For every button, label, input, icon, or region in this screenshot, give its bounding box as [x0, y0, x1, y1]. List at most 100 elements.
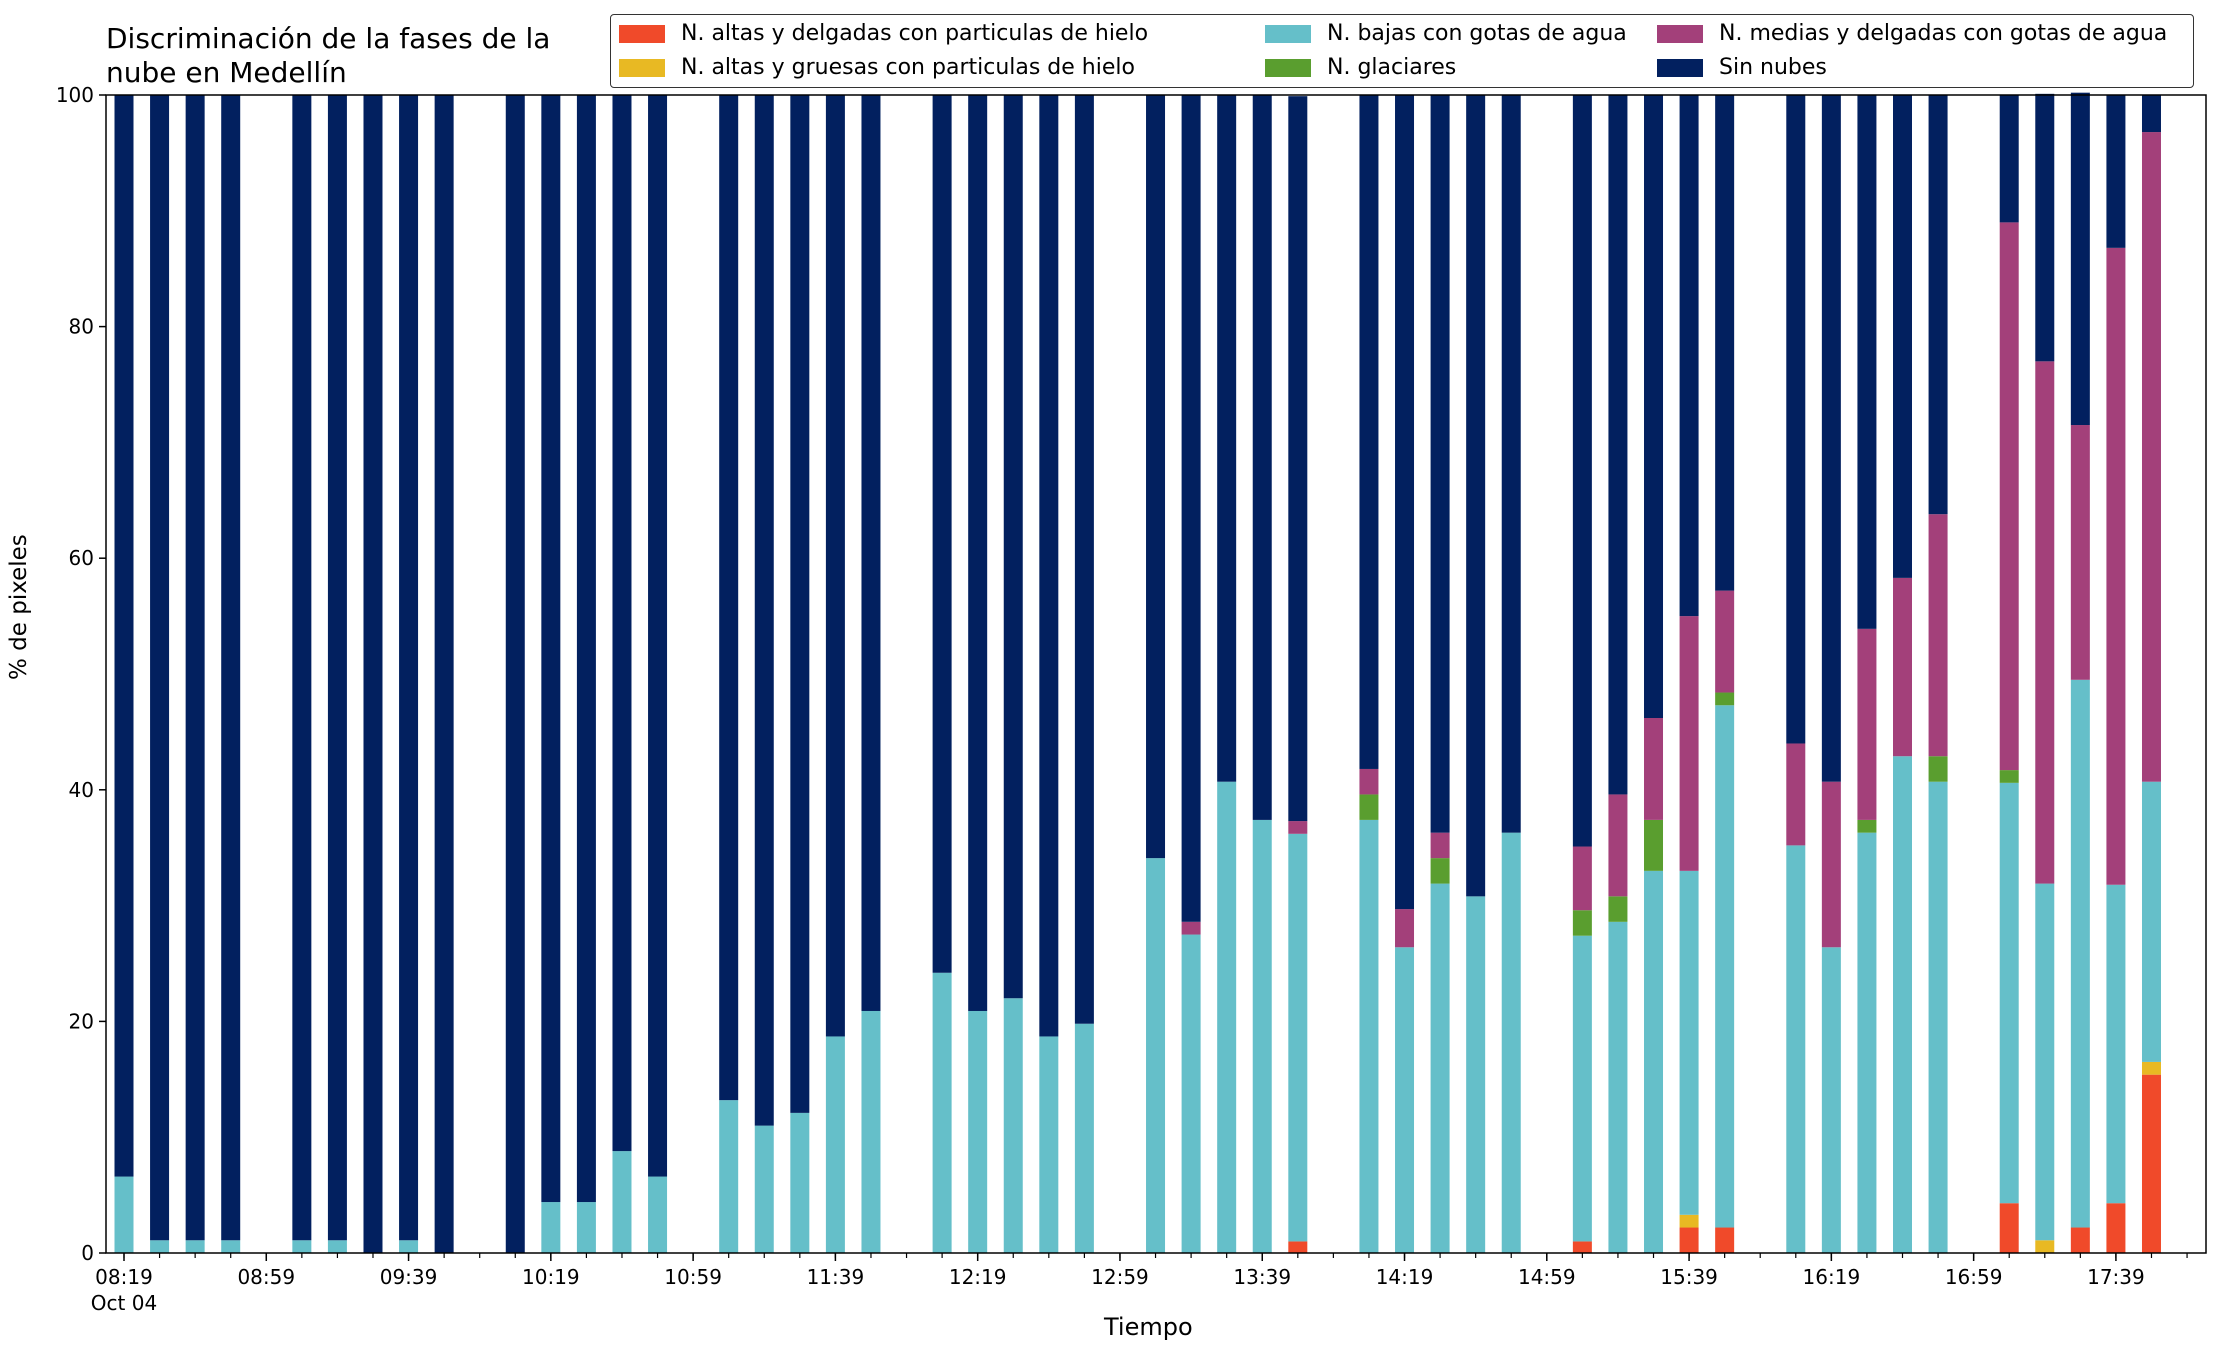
bar-segment [576, 95, 596, 1203]
bar-segment [1181, 921, 1201, 935]
bar-segment [2141, 132, 2161, 782]
bar-segment [1430, 883, 1450, 1253]
bar-segment [1288, 833, 1308, 1242]
bar-segment [1857, 819, 1877, 833]
x-tick-label: 14:59 [1518, 1265, 1576, 1289]
bar-segment [1999, 95, 2019, 223]
y-tick-label: 0 [81, 1241, 94, 1265]
bar-segment [754, 95, 774, 1126]
bar-segment [1928, 514, 1948, 757]
bar-segment [1252, 95, 1272, 820]
legend-swatch-altas-gruesas [619, 58, 665, 77]
bar-segment [754, 1125, 774, 1253]
bar-segment [1999, 1203, 2019, 1253]
bar-segment [1679, 870, 1699, 1215]
x-tick-label: 08:59 [237, 1265, 295, 1289]
bar-segment [327, 1240, 347, 1253]
x-tick-label: 11:39 [807, 1265, 865, 1289]
bar-segment [2070, 1227, 2090, 1253]
x-tick-label: 09:39 [380, 1265, 438, 1289]
bar-segment [363, 95, 383, 1253]
bar-segment [719, 1100, 739, 1253]
bar-segment [825, 1036, 845, 1253]
bar-segment [2035, 361, 2055, 884]
x-tick-label: 08:19 [95, 1265, 153, 1289]
legend-item-glaciares: N. glaciares [1265, 55, 1456, 80]
legend-swatch-medias [1657, 24, 1703, 43]
bar-segment [1466, 896, 1486, 1253]
x-tick-label: 10:19 [522, 1265, 580, 1289]
bar-segment [1821, 781, 1841, 948]
legend-item-altas-delgadas: N. altas y delgadas con particulas de hi… [619, 21, 1148, 46]
bar-segment [1999, 770, 2019, 783]
bar-segment [1608, 896, 1628, 922]
bar-segment [1359, 819, 1379, 1253]
bar-segment [1999, 782, 2019, 1204]
bar-segment [2141, 781, 2161, 1062]
chart-legend: N. altas y delgadas con particulas de hi… [610, 14, 2194, 88]
bar-segment [1644, 819, 1664, 871]
bar-segment [1430, 832, 1450, 859]
bar-segment [114, 95, 134, 1177]
bar-segment [1003, 998, 1023, 1253]
bar-segment [1644, 95, 1664, 718]
bar-segment [932, 95, 952, 973]
bar-segment [1644, 718, 1664, 820]
bar-segment [1572, 95, 1592, 847]
bar-segment [1572, 935, 1592, 1242]
bar-segment [1003, 95, 1023, 999]
bar-segment [2141, 1074, 2161, 1253]
bar-segment [1359, 95, 1379, 769]
bar-segment [1430, 858, 1450, 884]
bar-segment [968, 95, 988, 1011]
bar-segment [327, 95, 347, 1241]
bar-segment [648, 95, 668, 1177]
bar-segment [1715, 705, 1735, 1228]
bar-segment [221, 1240, 241, 1253]
y-tick-label: 60 [69, 546, 94, 570]
x-tick-label: 16:59 [1945, 1265, 2003, 1289]
bar-segment [1039, 1036, 1059, 1253]
x-axis-label: Tiempo [1104, 1313, 1193, 1341]
x-tick-label: 13:39 [1233, 1265, 1291, 1289]
bar-segment [1715, 692, 1735, 706]
bar-segment [1146, 95, 1166, 859]
legend-swatch-glaciares [1265, 58, 1311, 77]
bar-segment [1039, 95, 1059, 1037]
bar-segment [1928, 95, 1948, 515]
bar-segment [1644, 870, 1664, 1253]
x-tick-label: 10:59 [664, 1265, 722, 1289]
bar-segment [1679, 1227, 1699, 1253]
bar-segment [1928, 781, 1948, 1253]
legend-label-sin-nubes: Sin nubes [1719, 55, 1827, 80]
bar-segment [399, 1240, 419, 1253]
bar-segment [221, 95, 241, 1241]
bar-segment [2106, 884, 2126, 1204]
bar-segment [114, 1176, 134, 1253]
y-tick-label: 40 [69, 778, 94, 802]
legend-item-altas-gruesas: N. altas y gruesas con particulas de hie… [619, 55, 1135, 80]
legend-item-medias: N. medias y delgadas con gotas de agua [1657, 21, 2167, 46]
bar-segment [150, 95, 170, 1241]
bar-segment [2035, 883, 2055, 1241]
bar-segment [292, 95, 312, 1241]
bar-segment [1821, 947, 1841, 1253]
bar-segment [1572, 846, 1592, 911]
bar-segment [541, 95, 561, 1203]
bar-segment [861, 95, 881, 1011]
bar-segment [1074, 95, 1094, 1024]
bar-segment [2106, 1203, 2126, 1253]
bar-segment [1679, 1214, 1699, 1228]
bar-segment [1288, 96, 1308, 822]
legend-label-bajas: N. bajas con gotas de agua [1327, 21, 1627, 46]
bar-segment [541, 1202, 561, 1253]
bar-segment [399, 95, 419, 1241]
bar-segment [790, 1112, 810, 1253]
bar-segment [150, 1240, 170, 1253]
bar-segment [1608, 95, 1628, 795]
bar-segment [1181, 934, 1201, 1253]
y-tick-label: 80 [69, 315, 94, 339]
y-tick-label: 100 [56, 83, 94, 107]
bar-segment [1893, 95, 1912, 578]
